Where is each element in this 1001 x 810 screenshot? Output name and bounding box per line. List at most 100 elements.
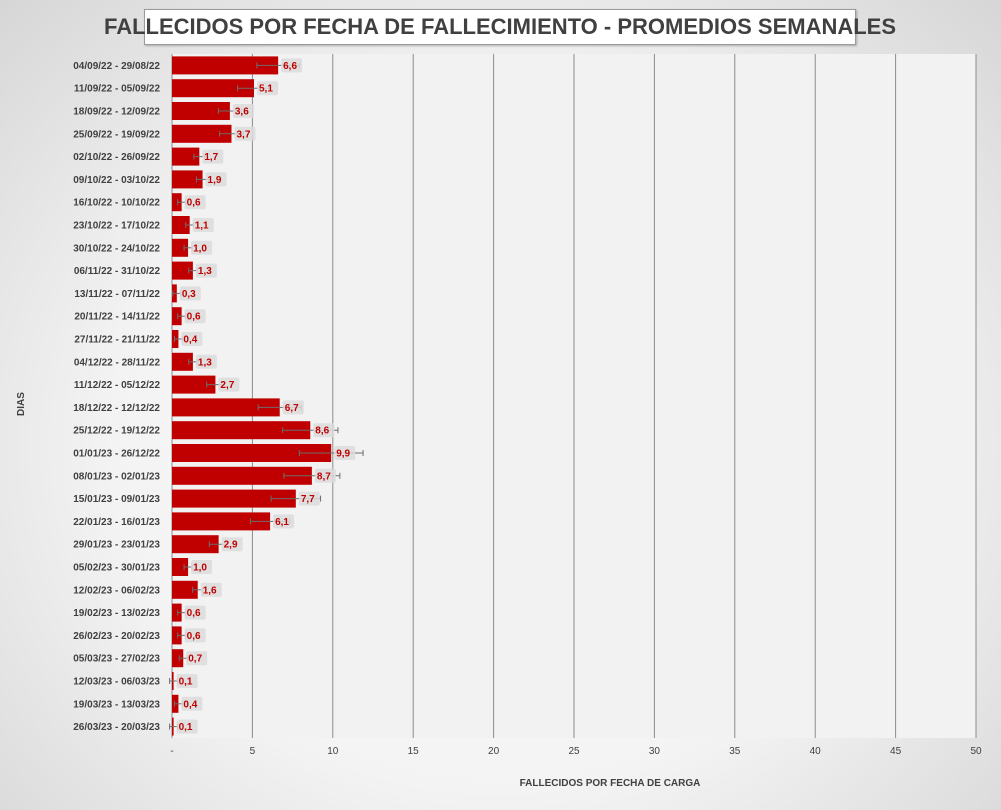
x-tick-label: 5	[250, 746, 256, 757]
category-label: 16/10/22 - 10/10/22	[73, 198, 160, 209]
category-label: 01/01/23 - 26/12/22	[73, 449, 160, 460]
data-label-box	[282, 400, 304, 415]
data-label: 8,7	[317, 471, 331, 482]
data-label-box	[191, 560, 213, 574]
category-label: 25/09/22 - 19/09/22	[73, 129, 160, 140]
category-label: 19/03/23 - 13/03/23	[73, 699, 160, 710]
category-label: 05/03/23 - 27/02/23	[73, 654, 160, 665]
category-label: 22/01/23 - 16/01/23	[73, 517, 160, 528]
category-label: 09/10/22 - 03/10/22	[73, 175, 160, 186]
data-label-box	[234, 126, 256, 141]
bar	[172, 444, 332, 462]
data-label: 0,6	[187, 198, 201, 209]
data-label-box	[184, 309, 206, 324]
bar	[172, 238, 189, 257]
data-label: 1,1	[195, 221, 209, 232]
data-label-box	[200, 582, 222, 597]
data-label: 0,6	[187, 631, 201, 642]
bar	[172, 626, 182, 645]
bar	[172, 352, 193, 371]
category-label: 27/11/22 - 21/11/22	[74, 335, 160, 346]
data-label: 3,7	[236, 129, 250, 140]
data-label: 6,1	[275, 517, 289, 528]
category-label: 25/12/22 - 19/12/22	[73, 426, 160, 437]
data-label: 2,9	[224, 540, 238, 551]
data-label: 0,6	[187, 312, 201, 323]
data-label-box	[192, 218, 214, 232]
data-label: 5,1	[259, 84, 273, 95]
data-label: 0,4	[183, 335, 197, 346]
bar	[172, 307, 182, 326]
data-label: 0,3	[182, 289, 196, 300]
data-label-box	[181, 696, 203, 711]
category-label: 12/02/23 - 06/02/23	[73, 585, 160, 596]
category-label: 11/09/22 - 05/09/22	[74, 84, 161, 95]
x-tick-label: -	[170, 746, 173, 757]
data-label: 0,7	[188, 654, 202, 665]
bar	[172, 535, 219, 554]
data-label: 2,7	[220, 380, 234, 391]
data-label: 1,3	[198, 357, 212, 368]
data-label: 6,7	[285, 403, 299, 414]
data-label-box	[281, 58, 303, 73]
category-label: 12/03/23 - 06/03/23	[73, 677, 160, 688]
x-tick-label: 10	[327, 746, 339, 757]
data-label-box	[195, 263, 217, 278]
data-label: 1,0	[193, 243, 207, 254]
data-label-box	[205, 172, 227, 187]
category-label: 18/09/22 - 12/09/22	[73, 107, 160, 118]
data-label: 0,1	[179, 722, 193, 733]
category-label: 29/01/23 - 23/01/23	[73, 540, 160, 551]
data-label-box	[273, 514, 295, 529]
category-label: 06/11/22 - 31/10/22	[74, 266, 161, 277]
data-label-box	[184, 195, 206, 210]
bar	[172, 489, 296, 508]
x-tick-label: 45	[890, 746, 902, 757]
category-label: 15/01/23 - 09/01/23	[73, 494, 160, 505]
category-label: 08/01/23 - 02/01/23	[73, 471, 160, 482]
chart-title: FALLECIDOS POR FECHA DE FALLECIMIENTO - …	[104, 9, 896, 45]
bars: 6,65,13,63,71,71,90,61,11,01,30,30,60,41…	[169, 56, 364, 736]
data-label: 0,4	[183, 699, 197, 710]
category-label: 26/02/23 - 20/02/23	[73, 631, 160, 642]
data-label-box	[184, 628, 206, 643]
data-label: 1,9	[208, 175, 222, 186]
x-tick-label: 20	[488, 746, 500, 757]
bar	[172, 193, 182, 212]
data-label-box	[298, 491, 320, 506]
bar	[172, 147, 200, 166]
data-label: 1,3	[198, 266, 212, 277]
bar	[172, 649, 184, 668]
x-tick-label: 30	[649, 746, 661, 757]
bar	[172, 124, 232, 143]
category-label: 19/02/23 - 13/02/23	[73, 608, 160, 619]
bar	[172, 216, 190, 234]
category-label: 13/11/22 - 07/11/22	[74, 289, 160, 300]
data-label-box	[257, 81, 279, 96]
gridlines	[171, 54, 977, 738]
data-label-box	[176, 719, 198, 734]
bar	[172, 261, 193, 280]
data-label-box	[181, 332, 203, 346]
data-label: 9,9	[336, 449, 350, 460]
bar	[172, 466, 312, 485]
x-tick-label: 40	[810, 746, 822, 757]
data-label-box	[186, 651, 208, 666]
data-label-box	[232, 104, 254, 118]
data-label: 1,6	[203, 585, 217, 596]
category-label: 26/03/23 - 20/03/23	[73, 722, 160, 733]
category-label: 11/12/22 - 05/12/22	[74, 380, 161, 391]
category-label: 04/09/22 - 29/08/22	[73, 61, 160, 72]
category-label: 02/10/22 - 26/09/22	[73, 152, 160, 163]
x-tick-label: 50	[970, 746, 982, 757]
category-labels: 04/09/22 - 29/08/22 11/09/22 - 05/09/22 18…	[73, 61, 160, 733]
data-label: 0,1	[179, 677, 193, 688]
data-label-box	[314, 468, 336, 483]
category-label: 23/10/22 - 17/10/22	[73, 221, 160, 232]
data-label-box	[202, 149, 224, 164]
x-tick-labels: - 5 10 15 20 25 30 35 40 45 50	[170, 746, 982, 757]
data-label-box	[334, 446, 356, 460]
data-label-box	[191, 240, 213, 255]
data-label-box	[184, 605, 206, 620]
